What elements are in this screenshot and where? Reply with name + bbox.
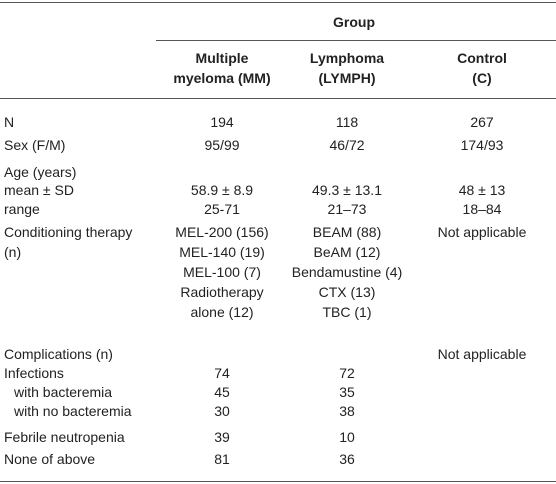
cell: 30 <box>214 403 230 419</box>
cell: TBC (1) <box>322 304 372 320</box>
row-label: Conditioning therapy <box>4 224 133 240</box>
row-label: with no bacteremia <box>14 403 132 419</box>
row-label: N <box>4 114 15 130</box>
column-header: myeloma (MM) <box>173 70 271 86</box>
column-header: (LYMPH) <box>318 70 376 86</box>
row-label: Sex (F/M) <box>4 137 66 153</box>
column-header: (C) <box>472 70 492 86</box>
group-header: Group <box>333 14 375 30</box>
cell: BeAM (12) <box>313 244 381 260</box>
cell: 267 <box>470 114 494 130</box>
cell: 58.9 ± 8.9 <box>190 182 254 198</box>
cell: 10 <box>339 429 355 445</box>
cell: BEAM (88) <box>312 224 382 240</box>
row-label: Infections <box>4 365 64 381</box>
cell: CTX (13) <box>318 284 376 300</box>
cell: 81 <box>214 451 230 467</box>
cell: Bendamustine (4) <box>291 264 403 280</box>
header-rule <box>0 98 556 99</box>
cell: 174/93 <box>460 137 504 153</box>
bottom-rule <box>0 481 556 482</box>
row-label: with bacteremia <box>14 384 113 400</box>
cell: 45 <box>214 384 230 400</box>
cell: 74 <box>214 365 230 381</box>
cell: 38 <box>339 403 355 419</box>
cell: 49.3 ± 13.1 <box>312 182 382 198</box>
row-label: mean ± SD <box>4 182 74 198</box>
column-header: Multiple <box>195 50 249 66</box>
cell: 48 ± 13 <box>458 182 506 198</box>
cell: Radiotherapy <box>180 284 264 300</box>
cell: 35 <box>339 384 355 400</box>
cell: Not applicable <box>437 346 527 362</box>
cell: MEL-200 (156) <box>175 224 269 240</box>
row-label: Complications (n) <box>4 346 113 362</box>
cell: 194 <box>210 114 234 130</box>
cell: 46/72 <box>329 137 365 153</box>
row-label: Febrile neutropenia <box>4 429 125 445</box>
cell: 36 <box>339 451 355 467</box>
row-label: (n) <box>4 244 22 260</box>
row-label: Age (years) <box>4 164 77 180</box>
cell: 95/99 <box>204 137 240 153</box>
cell: 72 <box>339 365 355 381</box>
cell: 39 <box>214 429 230 445</box>
cell: 25-71 <box>204 201 240 217</box>
cell: MEL-100 (7) <box>183 264 261 280</box>
cell: MEL-140 (19) <box>179 244 265 260</box>
row-label: range <box>4 201 40 217</box>
cell: 21–73 <box>327 201 367 217</box>
column-header: Control <box>457 50 507 66</box>
top-rule <box>0 2 556 3</box>
column-header: Lymphoma <box>309 50 385 66</box>
cell: alone (12) <box>190 304 254 320</box>
cell: Not applicable <box>437 224 527 240</box>
row-label: None of above <box>4 451 96 467</box>
cell: 18–84 <box>462 201 502 217</box>
group-rule <box>156 40 556 41</box>
cell: 118 <box>335 114 359 130</box>
